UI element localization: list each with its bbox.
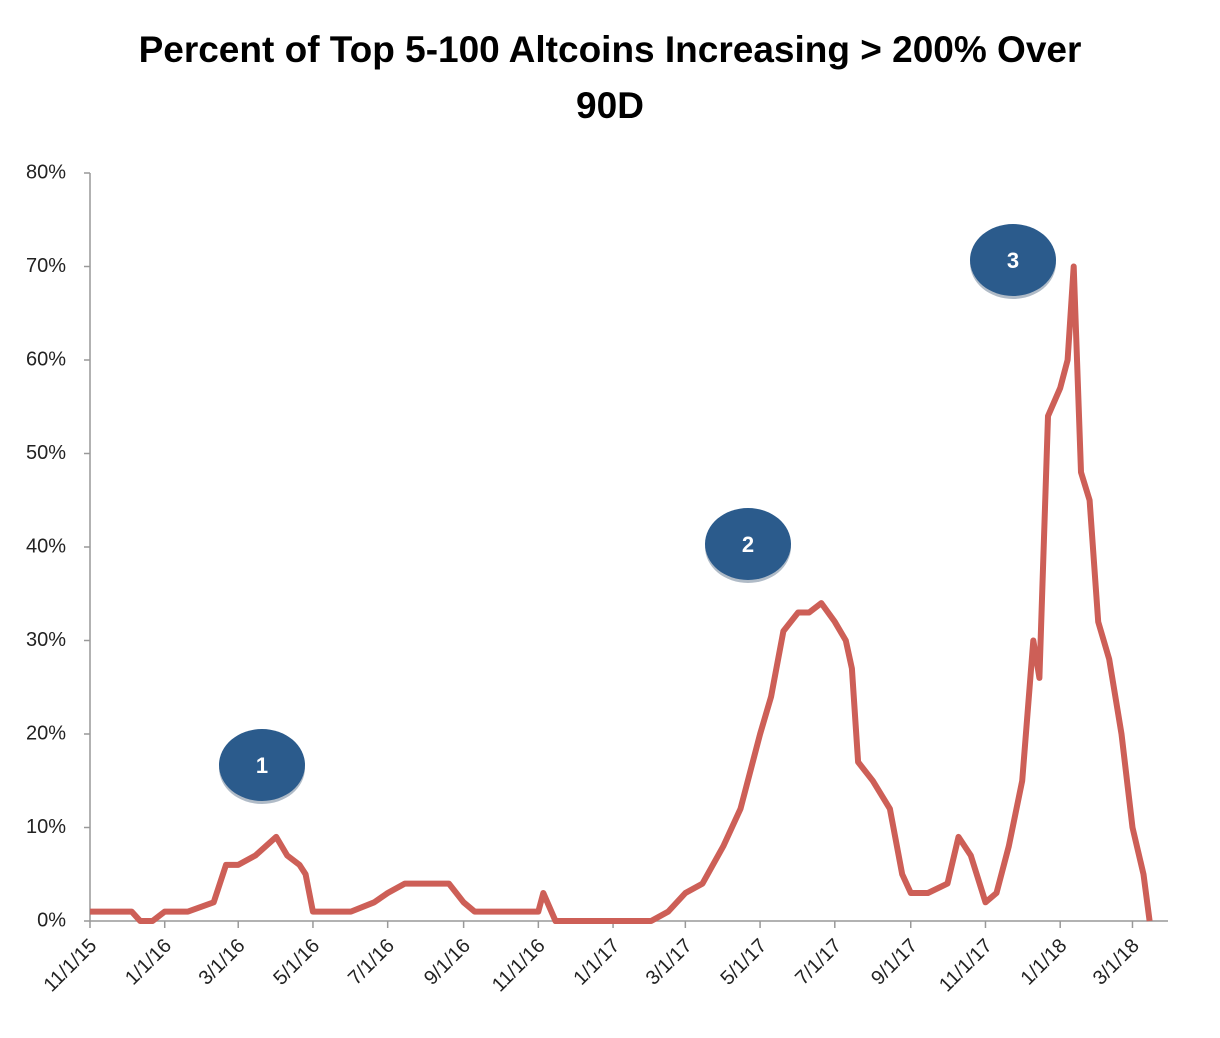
annotation-label: 2 [742,532,754,557]
annotation-label: 3 [1007,248,1019,273]
annotation-bubble [970,224,1056,296]
y-tick-label: 10% [26,816,66,838]
x-tick-label: 3/1/17 [642,935,697,990]
y-tick-label: 30% [26,629,66,651]
data-line [90,263,1153,924]
x-tick-label: 7/1/16 [344,935,399,990]
x-tick-label: 5/1/17 [716,935,771,990]
annotation-bubble [219,729,305,801]
x-tick-label: 9/1/16 [420,935,475,990]
x-tick-label: 1/1/17 [569,935,624,990]
y-tick-label: 70% [26,255,66,277]
y-tick-label: 60% [26,348,66,370]
annotation-label: 1 [256,753,268,778]
x-tick-label: 7/1/17 [791,935,846,990]
y-tick-label: 0% [37,909,66,931]
annotation-bubble [705,508,791,580]
chart-title: Percent of Top 5-100 Altcoins Increasing… [138,29,1082,126]
x-tick-label: 3/1/16 [195,935,250,990]
x-tick-label: 1/1/18 [1017,935,1072,990]
x-tick-label: 11/1/15 [40,935,102,997]
y-tick-label: 40% [26,535,66,557]
x-tick-label: 5/1/16 [269,935,324,990]
x-tick-label: 11/1/16 [488,935,550,997]
x-tick-label: 1/1/16 [121,935,176,990]
y-tick-label: 20% [26,722,66,744]
x-tick-label: 3/1/18 [1089,935,1144,990]
y-tick-label: 80% [26,161,66,183]
x-tick-label: 9/1/17 [867,935,922,990]
x-tick-label: 11/1/17 [935,935,997,997]
y-tick-label: 50% [26,442,66,464]
